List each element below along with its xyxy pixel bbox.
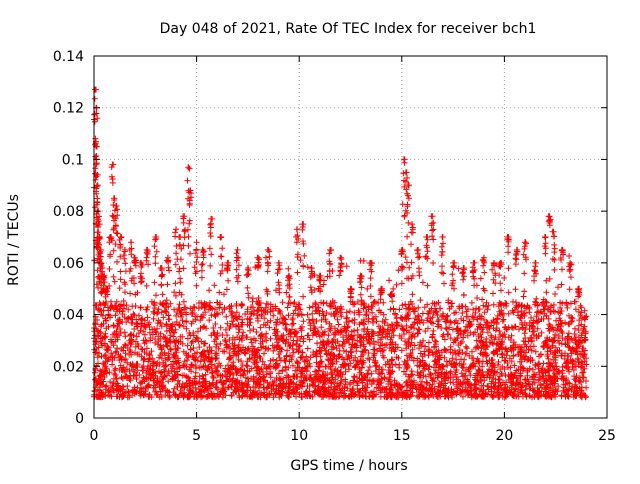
- y-tick-label: 0.04: [53, 308, 84, 324]
- x-tick-label: 20: [495, 428, 513, 444]
- x-tick-label: 25: [598, 428, 616, 444]
- y-tick-label: 0.06: [53, 256, 84, 272]
- y-tick-label: 0.1: [62, 152, 84, 168]
- y-tick-label: 0.08: [53, 204, 84, 220]
- y-axis-label: ROTI / TECUs: [6, 194, 22, 286]
- x-tick-label: 0: [90, 428, 99, 444]
- roti-series-markers: [91, 86, 590, 401]
- axis-ticks: 0 5 10 15 20 25 0 0.02 0.04 0.06 0.08 0.1 0.12 0.14: [53, 49, 616, 444]
- x-tick-label: 5: [192, 428, 201, 444]
- x-axis-label: GPS time / hours: [290, 458, 407, 474]
- y-tick-label: 0.12: [53, 101, 84, 117]
- y-tick-label: 0: [75, 411, 84, 427]
- y-tick-label: 0.14: [53, 49, 84, 65]
- x-tick-label: 10: [290, 428, 308, 444]
- data-points: [91, 86, 590, 401]
- chart-title: Day 048 of 2021, Rate Of TEC Index for r…: [160, 21, 537, 37]
- y-tick-label: 0.02: [53, 359, 84, 375]
- plot-frame: [93, 55, 608, 419]
- x-tick-label: 15: [393, 428, 411, 444]
